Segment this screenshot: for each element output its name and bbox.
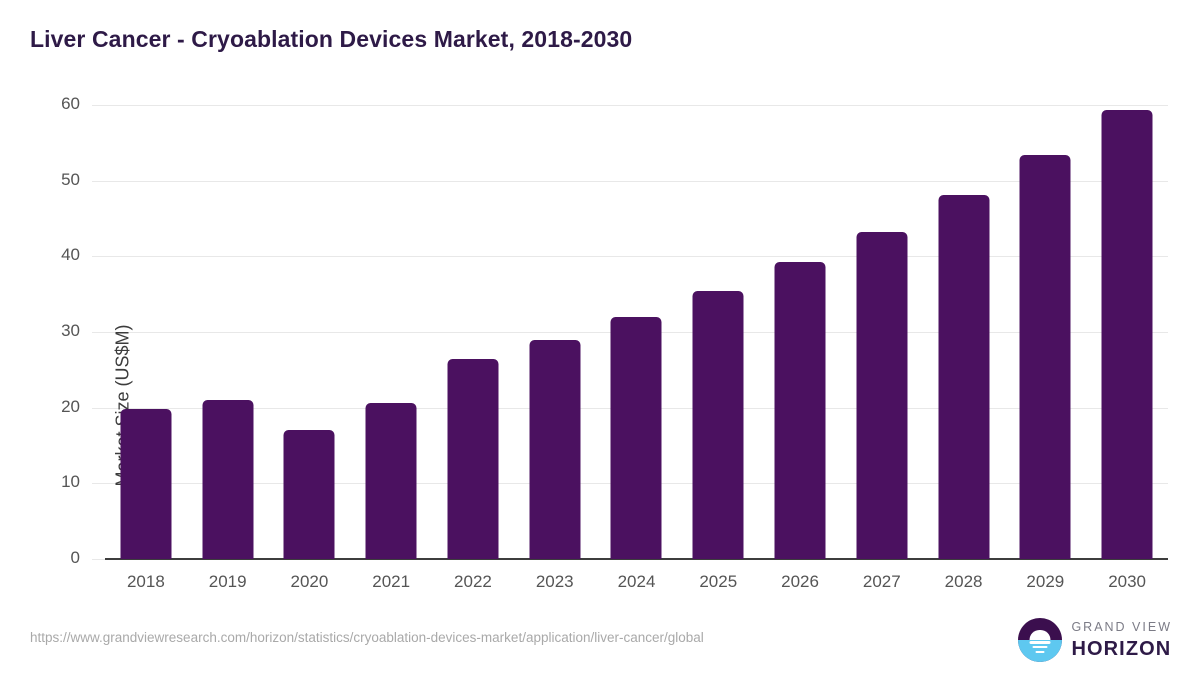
- logo-sun-shape: [1029, 629, 1051, 641]
- bar[interactable]: [938, 195, 990, 559]
- horizon-sun-circle-icon: [1018, 618, 1063, 662]
- bar-slot: [269, 105, 351, 559]
- bar[interactable]: [283, 430, 335, 559]
- source-url[interactable]: https://www.grandviewresearch.com/horizo…: [30, 630, 704, 645]
- brand-logo: GRAND VIEW HORIZON: [1018, 618, 1172, 662]
- bar[interactable]: [365, 403, 417, 559]
- y-tick-label: 40: [61, 245, 80, 265]
- x-tick-label: 2025: [699, 572, 738, 591]
- x-tick-label: 2023: [535, 572, 574, 591]
- brand-name-bottom: HORIZON: [1071, 637, 1172, 660]
- y-tick-label: 10: [61, 472, 80, 492]
- logo-ray-1: [1029, 641, 1051, 644]
- brand-logo-text: GRAND VIEW HORIZON: [1071, 621, 1172, 659]
- bar-slot: [432, 105, 514, 559]
- y-tick-mark: [92, 180, 105, 182]
- bar[interactable]: [202, 400, 254, 559]
- x-tick-label: 2022: [454, 572, 492, 591]
- bar-slot: [841, 105, 923, 559]
- bar-slot: [105, 105, 187, 559]
- x-tick-label: 2026: [781, 572, 819, 591]
- y-tick-label: 50: [61, 169, 80, 189]
- bar-series: [105, 105, 1168, 559]
- bar[interactable]: [529, 339, 581, 559]
- bar[interactable]: [610, 316, 662, 559]
- bar-slot: [596, 105, 678, 559]
- gridline: [105, 105, 1168, 106]
- x-axis-tick-labels: 2018 2019 2020 2021 2022 2023 2024 2025 2026 2027…: [105, 572, 1168, 600]
- bar[interactable]: [120, 409, 172, 559]
- bar-slot: [1004, 105, 1086, 559]
- logo-ray-2: [1032, 645, 1048, 649]
- bar-slot: [187, 105, 269, 559]
- y-tick-label: 0: [70, 548, 80, 567]
- x-tick-label: 2027: [862, 572, 901, 591]
- y-tick-mark: [92, 256, 105, 258]
- bar-slot: [514, 105, 596, 559]
- bar[interactable]: [1101, 110, 1153, 559]
- x-tick-label: 2020: [290, 572, 329, 591]
- y-tick-mark: [92, 332, 105, 333]
- x-tick-label: 2029: [1026, 572, 1065, 591]
- bar[interactable]: [692, 291, 744, 559]
- bar-slot: [1086, 105, 1168, 559]
- page-title: Liver Cancer - Cryoablation Devices Mark…: [30, 26, 633, 52]
- logo-ray-3: [1035, 650, 1045, 654]
- x-axis-line: [105, 558, 1168, 560]
- x-tick-label: 2018: [126, 572, 165, 591]
- brand-name-top: GRAND VIEW: [1071, 620, 1172, 635]
- bar[interactable]: [447, 359, 499, 559]
- gridline: [105, 180, 1168, 182]
- gridline: [105, 256, 1168, 258]
- y-tick-label: 20: [61, 396, 80, 416]
- y-tick-mark: [92, 483, 105, 485]
- bar[interactable]: [856, 232, 908, 559]
- x-tick-label: 2028: [944, 572, 983, 591]
- y-tick-label: 30: [61, 321, 80, 340]
- y-tick-mark: [92, 407, 105, 409]
- x-tick-label: 2021: [372, 572, 411, 591]
- bar-slot: [350, 105, 432, 559]
- y-tick-label: 60: [61, 94, 80, 113]
- bar-slot: [759, 105, 841, 559]
- x-tick-label: 2024: [617, 572, 656, 591]
- bar-slot: [677, 105, 759, 559]
- bar-slot: [923, 105, 1005, 559]
- x-tick-label: 2019: [208, 572, 247, 591]
- y-tick-mark: [92, 559, 105, 560]
- bar[interactable]: [774, 262, 826, 559]
- x-tick-label: 2030: [1108, 572, 1147, 591]
- y-tick-mark: [92, 105, 105, 106]
- bar[interactable]: [1019, 154, 1071, 559]
